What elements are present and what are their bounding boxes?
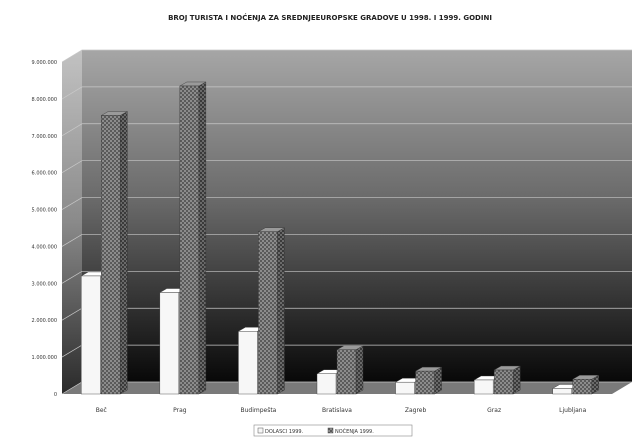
category-label: Bratislava <box>322 407 352 414</box>
legend-swatch-nocenja <box>327 427 334 434</box>
y-tick-label: 5.000.000 <box>32 208 57 214</box>
bar-nocenja-front <box>572 379 592 395</box>
gridline <box>61 234 632 247</box>
category-label: Budimpešta <box>240 407 276 414</box>
bar-nocenja <box>571 374 600 395</box>
category-label: Prag <box>173 407 187 414</box>
category-labels: Beč Prag Budimpešta Bratislava Zagreb Graz Lju… <box>96 407 587 414</box>
legend-swatch-dolasci <box>257 427 264 434</box>
bar-nocenja-front <box>179 85 200 395</box>
bar-nocenja <box>100 111 129 395</box>
gridline <box>61 160 632 173</box>
bar-nocenja-front <box>101 115 121 395</box>
bar-nocenja-side <box>355 345 364 395</box>
chart-title: BROJ TURISTA I NOĆENJA ZA SREDNJEEUROPSK… <box>168 13 492 22</box>
bar-nocenja <box>257 227 286 395</box>
bar-dolasci-front <box>238 331 258 395</box>
y-tick-label: 8.000.000 <box>32 97 57 103</box>
y-tick-label: 4.000.000 <box>32 244 57 250</box>
gridline <box>61 197 632 210</box>
bar-nocenja-front <box>258 231 278 395</box>
y-tick-label: 0 <box>54 392 57 398</box>
bar-nocenja-side <box>434 366 442 395</box>
bar-nocenja <box>414 366 443 395</box>
category-label: Beč <box>96 407 107 414</box>
bar-dolasci-front <box>159 292 180 395</box>
bar-dolasci-front <box>316 373 337 395</box>
bar-nocenja <box>179 81 207 395</box>
bar-nocenja-side <box>512 365 521 395</box>
bar-nocenja-side <box>277 227 285 395</box>
legend-label-nocenja: NOĆENJA 1999. <box>335 428 374 435</box>
bar-nocenja <box>336 345 364 395</box>
y-tick-label: 3.000.000 <box>32 281 57 287</box>
bar-nocenja-front <box>415 370 435 395</box>
gridlines <box>61 49 632 395</box>
gridline <box>61 270 632 284</box>
back-wall <box>82 50 632 382</box>
bar-nocenja <box>493 365 521 395</box>
bar-nocenja-side <box>198 81 207 395</box>
y-tick-label: 1.000.000 <box>32 355 57 361</box>
y-tick-label: 6.000.000 <box>32 171 57 177</box>
category-label: Zagreb <box>405 407 427 414</box>
bars <box>80 81 600 395</box>
bar-dolasci-front <box>395 381 415 395</box>
gridline <box>61 86 632 100</box>
bar-nocenja-front <box>336 349 357 395</box>
bar-nocenja-front <box>493 369 514 395</box>
y-tick-label: 7.000.000 <box>32 134 57 140</box>
bar-dolasci-front <box>473 379 494 395</box>
side-wall <box>62 50 82 394</box>
bar-dolasci-front <box>552 388 572 395</box>
y-tick-label: 9.000.000 <box>32 60 57 66</box>
gridline <box>61 49 632 63</box>
y-tick-label: 2.000.000 <box>32 318 57 324</box>
category-label: Graz <box>487 407 501 414</box>
y-axis-ticks: 0 1.000.000 2.000.000 3.000.000 4.000.000 5.0… <box>32 60 57 398</box>
legend: DOLASCI 1999. NOĆENJA 1999. <box>253 424 413 437</box>
legend-label-dolasci: DOLASCI 1999. <box>265 429 304 435</box>
gridline <box>61 123 632 137</box>
bar-nocenja-side <box>120 111 128 395</box>
category-label: Ljubljana <box>559 407 586 414</box>
bar-dolasci-front <box>81 275 101 395</box>
